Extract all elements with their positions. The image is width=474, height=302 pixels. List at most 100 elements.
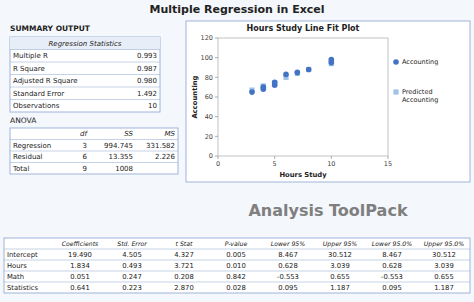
- cell: 1.834: [70, 262, 89, 270]
- cell: 0.655: [434, 273, 453, 281]
- cell: 2.226: [155, 153, 176, 161]
- cell: 0.051: [70, 273, 89, 281]
- tick: [215, 77, 218, 78]
- cell: Adjusted R Square: [13, 77, 78, 85]
- row-line: [10, 74, 160, 75]
- cell: -0.553: [277, 273, 299, 281]
- tick-label: 15: [384, 160, 392, 168]
- column-header: MS: [165, 130, 176, 138]
- chart: Hours Study Line Fit Plot020406080100120…: [186, 21, 470, 182]
- cell: 0.493: [122, 262, 141, 270]
- cell: 8.467: [278, 251, 297, 259]
- x-axis-label: Hours Study: [279, 171, 327, 179]
- cell: 994.745: [104, 142, 133, 150]
- cell: Standard Error: [13, 90, 64, 98]
- cell: 0.987: [137, 65, 157, 73]
- tick-label: 5: [273, 160, 277, 168]
- row-line: [4, 249, 470, 250]
- chart-frame: [186, 21, 470, 182]
- legend-entry: PredictedAccounting: [402, 88, 438, 104]
- cell: 13.355: [109, 153, 134, 161]
- row-line: [10, 151, 178, 152]
- cell: 0.028: [226, 284, 245, 292]
- cell: 9: [83, 165, 87, 173]
- cell: 4.505: [122, 251, 141, 259]
- regression-table: Regression StatisticsMultiple R0.993R Sq…: [10, 37, 160, 112]
- cell: 1.187: [330, 284, 349, 292]
- cell: Multiple R: [13, 52, 48, 60]
- cell: 2.870: [174, 284, 193, 292]
- cell: 19.490: [68, 251, 92, 259]
- anova-table: dfSSMSRegression3994.745331.582Residual6…: [10, 128, 178, 174]
- tick-label: 80: [205, 74, 213, 82]
- column-header: Upper 95.0%: [424, 240, 464, 248]
- cell: 1.187: [434, 284, 453, 292]
- column-header: SS: [124, 130, 133, 138]
- page-title: Multiple Regression in Excel: [149, 3, 324, 16]
- column-header: P-value: [225, 240, 248, 247]
- cell: 4.327: [174, 251, 193, 259]
- row-line: [10, 87, 160, 88]
- background: [0, 0, 474, 302]
- point: [272, 79, 278, 85]
- cell: 0.005: [226, 251, 245, 259]
- cell: 0.641: [70, 284, 89, 292]
- table-header: [10, 37, 160, 50]
- tick-label: 40: [205, 113, 213, 121]
- cell: Observations: [13, 102, 60, 110]
- row-line: [4, 260, 470, 261]
- cell: 3.721: [174, 262, 193, 270]
- table-frame: [10, 37, 160, 112]
- cell: 30.512: [432, 251, 456, 259]
- tick: [215, 116, 218, 117]
- cell: 30.512: [328, 251, 352, 259]
- cell: R Square: [13, 65, 45, 73]
- cell: 1008: [115, 165, 133, 173]
- point: [295, 70, 301, 76]
- cell: 0.980: [137, 77, 157, 85]
- legend-marker: [393, 89, 398, 94]
- page: Multiple Regression in Excel SUMMARY OUTP…: [0, 0, 474, 302]
- marks: [249, 57, 334, 95]
- column-header: Std. Error: [117, 240, 147, 247]
- cell: Hours: [7, 262, 27, 270]
- cell: 0.628: [278, 262, 297, 270]
- cell: Intercept: [7, 251, 38, 259]
- point: [283, 72, 289, 78]
- subtitle: SUMMARY OUTPUT: [10, 24, 91, 33]
- tick-label: 0: [216, 160, 220, 168]
- table-title: ANOVA: [10, 116, 37, 125]
- tick: [218, 156, 219, 159]
- tick-label: 0: [209, 152, 213, 160]
- cell: 10: [148, 102, 157, 110]
- tick-label: 10: [327, 160, 335, 168]
- tick-label: 60: [205, 93, 213, 101]
- cell: 0.993: [137, 52, 157, 60]
- cell: Math: [7, 273, 24, 281]
- column-header: df: [80, 130, 88, 138]
- tick: [215, 97, 218, 98]
- cell: 8.467: [382, 251, 401, 259]
- cell: 0.095: [278, 284, 297, 292]
- cell: 1.492: [137, 90, 157, 98]
- tick-label: 120: [201, 34, 213, 42]
- point: [249, 89, 255, 95]
- plot-frame: [218, 38, 388, 156]
- cell: 0.095: [382, 284, 401, 292]
- tick: [215, 38, 218, 39]
- cell: Residual: [13, 153, 43, 161]
- cell: 0.208: [174, 273, 193, 281]
- column-header: t Stat: [176, 240, 194, 247]
- cell: -0.553: [381, 273, 403, 281]
- table-frame: [4, 238, 470, 293]
- cell: 0.655: [330, 273, 349, 281]
- cell: 3.039: [434, 262, 453, 270]
- cell: 0.223: [122, 284, 141, 292]
- cell: Total: [12, 165, 29, 173]
- tick: [215, 156, 218, 157]
- point: [306, 67, 311, 72]
- coefficients-table: CoefficientsStd. Errort StatP-valueLower…: [4, 238, 470, 293]
- row-line: [4, 271, 470, 272]
- chart-title: Hours Study Line Fit Plot: [247, 24, 360, 33]
- cell: Regression: [13, 142, 51, 150]
